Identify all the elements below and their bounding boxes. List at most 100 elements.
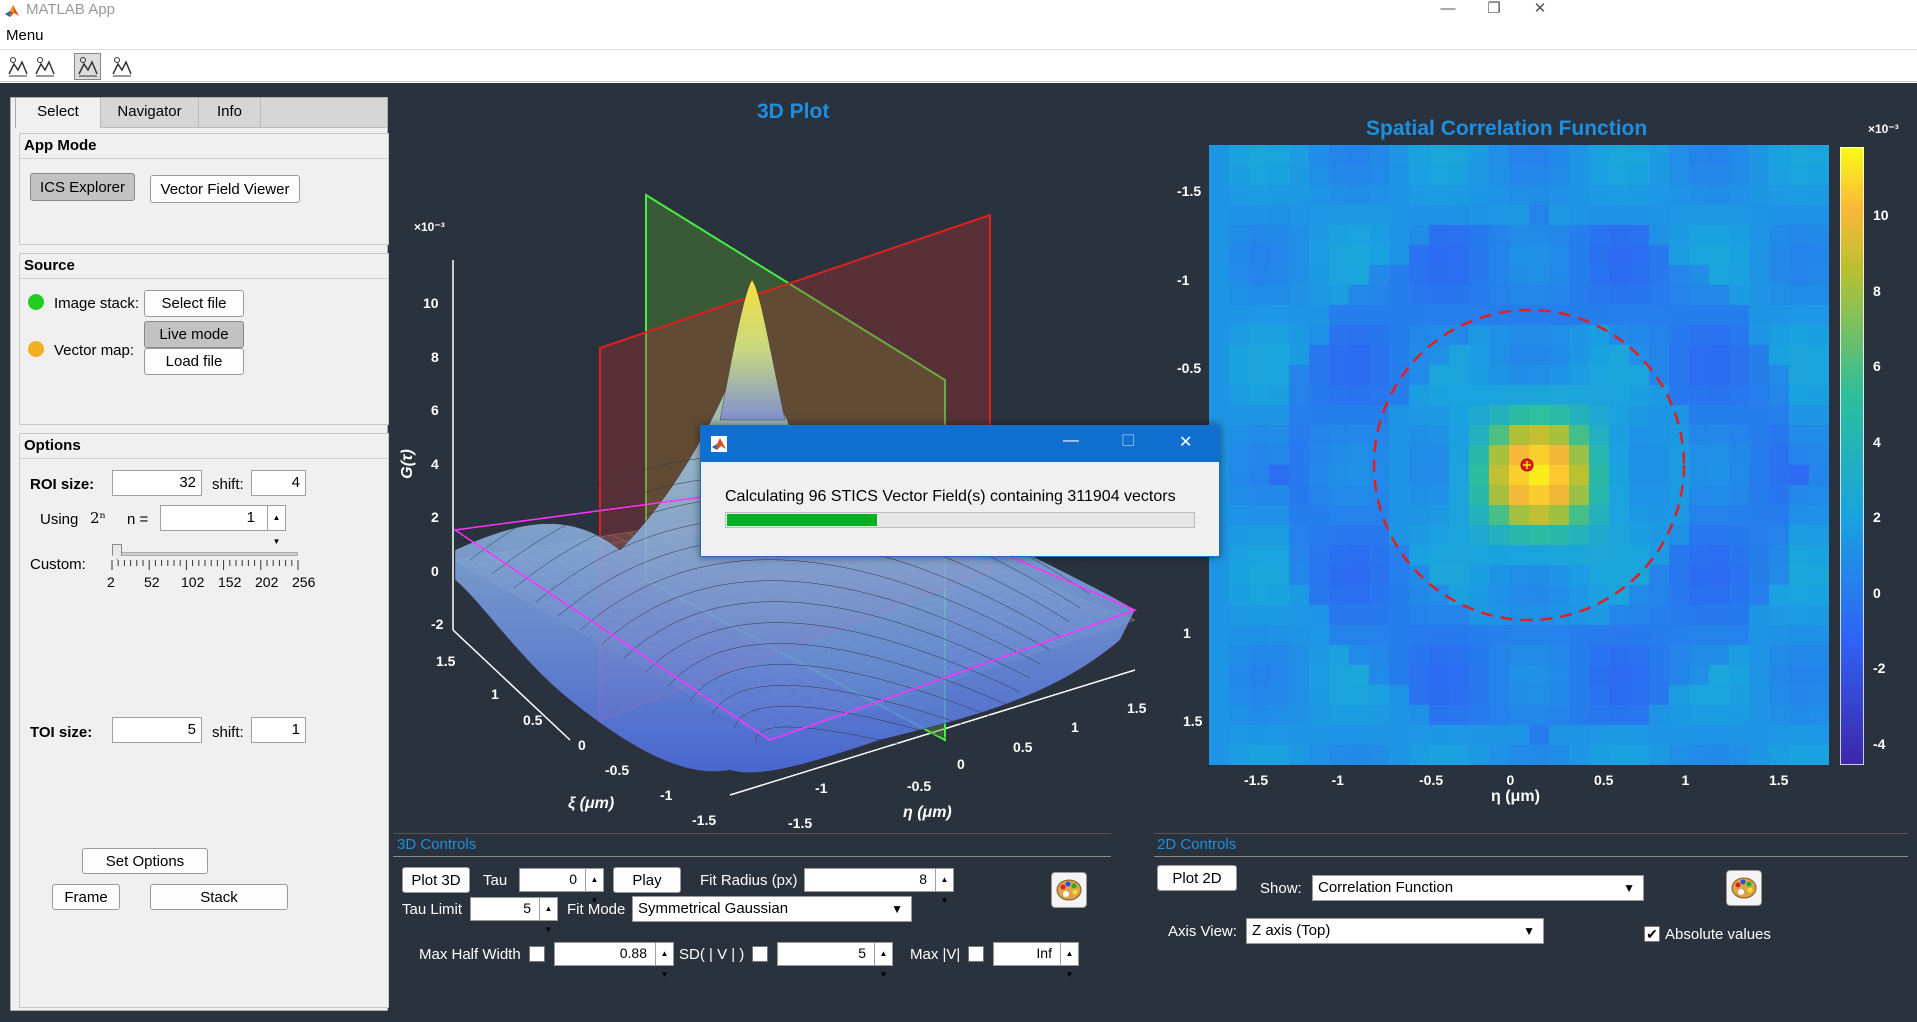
tab-info[interactable]: Info (199, 98, 261, 128)
tau-limit-spinner-arrows[interactable]: ▲ ▼ (539, 898, 557, 934)
spin-down-icon[interactable]: ▼ (660, 970, 669, 979)
n-spinner-arrows[interactable]: ▲ ▼ (267, 506, 285, 546)
restore-button[interactable]: ❐ (1487, 0, 1501, 17)
tau-spinner[interactable]: 0 ▲ ▼ (519, 868, 604, 905)
z-tick-label: 0 (431, 562, 439, 579)
z-tick-label: -2 (431, 616, 444, 632)
plot-tool-2-icon[interactable] (31, 53, 58, 80)
toi-size-input[interactable]: 5 (112, 717, 202, 743)
left-panel: Select Navigator Info App Mode ICS Explo… (10, 97, 389, 1011)
spin-down-icon[interactable]: ▼ (940, 896, 949, 905)
tab-navigator[interactable]: Navigator (101, 98, 199, 128)
tab-select[interactable]: Select (15, 98, 101, 128)
colorbar-tick-label: 2 (1873, 509, 1881, 525)
sd-checkbox[interactable] (752, 946, 768, 962)
spin-down-icon[interactable]: ▼ (879, 970, 888, 979)
spin-up-icon[interactable]: ▲ (272, 513, 281, 522)
app-mode-group: App Mode ICS Explorer Vector Field Viewe… (19, 133, 389, 245)
options-title: Options (24, 437, 81, 454)
spin-up-icon[interactable]: ▲ (544, 904, 553, 913)
fit-mode-label: Fit Mode (567, 901, 626, 918)
ics-explorer-button[interactable]: ICS Explorer (30, 173, 135, 201)
axis-view-value: Z axis (Top) (1252, 922, 1331, 939)
tau-limit-spinner[interactable]: 5 ▲ ▼ (470, 897, 558, 934)
x2d-tick-label: -1.5 (1244, 772, 1269, 788)
n-spinner[interactable]: 1 ▲ ▼ (160, 505, 286, 546)
max-v-spinner-arrows[interactable]: ▲ ▼ (1060, 943, 1078, 979)
plot3d-title: 3D Plot (757, 100, 830, 123)
dialog-close-button[interactable]: ✕ (1179, 434, 1193, 451)
dialog-maximize-button[interactable]: ☐ (1121, 433, 1136, 450)
max-v-checkbox[interactable] (968, 946, 984, 962)
spin-up-icon[interactable]: ▲ (590, 875, 599, 884)
slider-tick-label: 202 (255, 574, 279, 590)
y2d-tick-label: -0.5 (1177, 360, 1202, 376)
fit-radius-label: Fit Radius (px) (700, 872, 798, 889)
colorbar-tick-label: 0 (1873, 584, 1881, 601)
roi-shift-input[interactable]: 4 (251, 470, 306, 496)
z-tick-label: 10 (423, 295, 439, 311)
menu-item-menu[interactable]: Menu (6, 27, 44, 44)
n-label: n = (127, 511, 149, 528)
max-half-width-checkbox[interactable] (529, 946, 545, 962)
vector-field-viewer-button[interactable]: Vector Field Viewer (150, 175, 300, 203)
colorbar-tick-label: 6 (1873, 358, 1881, 374)
colorbar-tick-label: 10 (1873, 207, 1889, 223)
spin-down-icon[interactable]: ▼ (544, 925, 553, 934)
show-dropdown[interactable]: Correlation Function ▼ (1312, 875, 1644, 901)
plot2d-button[interactable]: Plot 2D (1157, 865, 1237, 891)
spin-down-icon[interactable]: ▼ (1065, 970, 1074, 979)
plot-tool-1-icon[interactable] (4, 53, 31, 80)
toi-size-label: TOI size: (30, 724, 93, 741)
xi-tick-label: -1 (660, 787, 673, 803)
spin-down-icon[interactable]: ▼ (272, 537, 281, 546)
plot2d-title: Spatial Correlation Function (1366, 117, 1648, 140)
palette-2d-button[interactable] (1726, 870, 1762, 906)
spin-up-icon[interactable]: ▲ (1065, 949, 1074, 958)
dialog-minimize-button[interactable]: — (1063, 432, 1079, 449)
roi-size-input[interactable]: 32 (112, 470, 202, 496)
matlab-logo-icon (711, 436, 727, 452)
spin-up-icon[interactable]: ▲ (940, 875, 949, 884)
minimize-button[interactable]: — (1440, 0, 1456, 17)
custom-slider-thumb[interactable] (112, 544, 122, 560)
plot2d-heatmap[interactable] (1209, 145, 1829, 765)
fit-radius-spinner[interactable]: 8 ▲ ▼ (804, 868, 954, 905)
chevron-down-icon: ▼ (1523, 924, 1535, 938)
max-half-width-spinner[interactable]: 0.88 ▲ ▼ (554, 942, 674, 979)
custom-slider-track[interactable] (112, 552, 298, 556)
colorbar-exponent: ×10⁻³ (1868, 122, 1899, 136)
spin-down-icon[interactable]: ▼ (590, 896, 599, 905)
load-file-button[interactable]: Load file (144, 348, 244, 375)
plot3d-button[interactable]: Plot 3D (402, 867, 470, 893)
eta-tick-label: -1 (815, 780, 828, 796)
max-half-width-label: Max Half Width (419, 946, 521, 963)
frame-button[interactable]: Frame (52, 884, 120, 910)
palette-3d-button[interactable] (1051, 872, 1087, 908)
play-button[interactable]: Play (613, 867, 681, 893)
max-half-width-spinner-arrows[interactable]: ▲ ▼ (655, 943, 673, 979)
plot-tool-3-icon[interactable] (74, 53, 101, 80)
spin-up-icon[interactable]: ▲ (879, 949, 888, 958)
live-mode-button[interactable]: Live mode (144, 321, 244, 348)
axis-view-dropdown[interactable]: Z axis (Top) ▼ (1246, 918, 1544, 944)
sd-spinner-arrows[interactable]: ▲ ▼ (874, 943, 892, 979)
fit-mode-dropdown[interactable]: Symmetrical Gaussian ▼ (632, 896, 912, 922)
tau-spinner-arrows[interactable]: ▲ ▼ (585, 869, 603, 905)
spin-up-icon[interactable]: ▲ (660, 949, 669, 958)
roi-shift-label: shift: (212, 476, 244, 493)
close-button[interactable]: ✕ (1533, 0, 1547, 17)
set-options-button[interactable]: Set Options (82, 848, 208, 874)
select-file-button[interactable]: Select file (144, 290, 244, 317)
absolute-values-checkbox[interactable]: ✔ (1644, 926, 1660, 942)
stack-button[interactable]: Stack (150, 884, 288, 910)
toi-shift-input[interactable]: 1 (251, 717, 306, 743)
plot-tool-4-icon[interactable] (108, 53, 135, 80)
window-title: MATLAB App (26, 1, 115, 18)
sd-spinner[interactable]: 5 ▲ ▼ (777, 942, 893, 979)
divider (393, 856, 1111, 857)
xi-tick-label: -0.5 (605, 762, 630, 778)
fit-radius-spinner-arrows[interactable]: ▲ ▼ (935, 869, 953, 905)
controls3d-title: 3D Controls (397, 836, 477, 853)
max-v-spinner[interactable]: Inf ▲ ▼ (993, 942, 1079, 979)
